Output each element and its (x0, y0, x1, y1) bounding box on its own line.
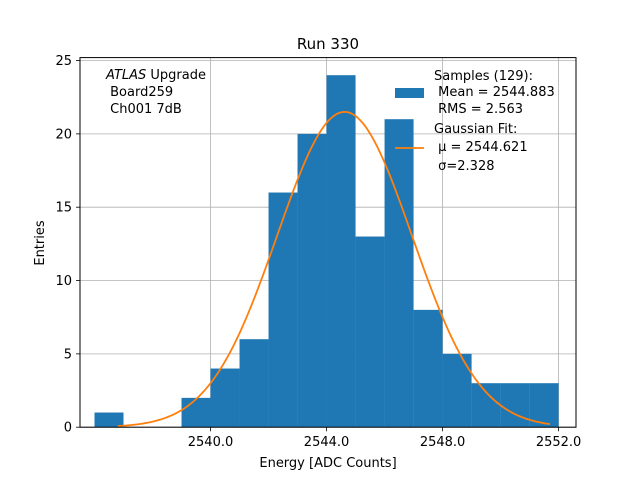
y-tick-label: 0 (64, 421, 72, 436)
y-axis-label: Entries (33, 220, 48, 266)
legend-label-histogram: Samples (129): (434, 69, 533, 84)
legend: Samples (129): Mean = 2544.883 RMS = 2.5… (395, 69, 555, 174)
y-tick-label: 20 (55, 127, 72, 142)
annotation-line-1: ATLAS Upgrade (105, 68, 206, 83)
gaussian-fit-line (117, 110, 551, 427)
legend-stat-mu: μ = 2544.621 (434, 140, 528, 155)
y-tick-label: 5 (64, 347, 72, 362)
histogram-bar (297, 133, 327, 428)
histogram-bar (239, 339, 269, 428)
legend-stat-rms: RMS = 2.563 (434, 102, 523, 117)
histogram-bar (326, 75, 356, 428)
histogram-bar (442, 353, 472, 428)
histogram-bar (500, 383, 530, 428)
plot-area: 2540.0 2544.0 2548.0 2552.0 0 5 10 15 20 25 (55, 54, 581, 450)
gaussian-fit (117, 110, 551, 427)
x-tick-label: 2540.0 (188, 435, 234, 450)
axes-frame (79, 57, 577, 428)
y-tick-label: 10 (55, 274, 72, 289)
histogram-bar (181, 397, 211, 428)
annotation-box: ATLAS Upgrade Board259 Ch001 7dB (105, 68, 206, 117)
histogram-bars (94, 75, 559, 428)
annotation-rest: Upgrade (146, 68, 206, 83)
histogram-bar (94, 412, 124, 428)
y-tick-label: 25 (55, 54, 72, 69)
x-axis-label: Energy [ADC Counts] (259, 456, 396, 471)
histogram-bar (384, 119, 414, 428)
annotation-line-2: Board259 (106, 85, 173, 100)
annotation-line-3: Ch001 7dB (106, 102, 182, 117)
x-tick-label: 2544.0 (304, 435, 350, 450)
chart-title: Run 330 (297, 35, 359, 53)
histogram-bar (471, 383, 501, 428)
histogram-bar (529, 383, 559, 428)
histogram-bar (413, 309, 443, 428)
x-tick-label: 2552.0 (536, 435, 582, 450)
legend-label-fit: Gaussian Fit: (434, 122, 517, 137)
annotation-italic: ATLAS (105, 68, 146, 83)
y-tick-label: 15 (55, 201, 72, 216)
legend-handle-histogram (395, 88, 424, 98)
histogram-bar (268, 192, 298, 428)
x-tick-label: 2548.0 (420, 435, 466, 450)
histogram-bar (210, 368, 240, 428)
legend-stat-mean: Mean = 2544.883 (434, 85, 555, 100)
histogram-bar (355, 236, 385, 428)
legend-stat-sigma: σ=2.328 (434, 159, 494, 174)
axis-ticks: 2540.0 2544.0 2548.0 2552.0 0 5 10 15 20 25 (55, 54, 581, 450)
